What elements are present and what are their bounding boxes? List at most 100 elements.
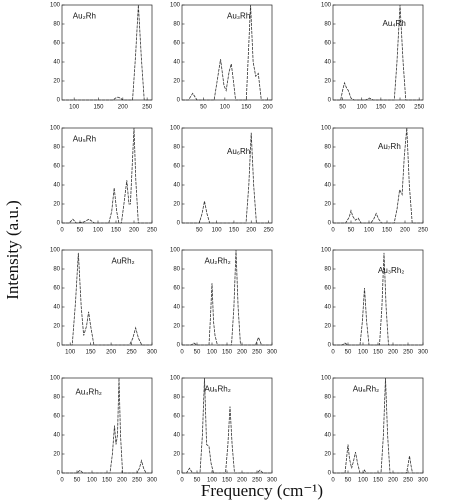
panel-title: Au₃Rh₂: [378, 266, 404, 275]
plot-frame: [332, 127, 424, 224]
x-tick-label: 100: [65, 350, 76, 356]
y-tick-label: 0: [57, 471, 61, 477]
y-tick-label: 100: [50, 248, 61, 254]
y-tick-label: 0: [57, 98, 61, 104]
x-tick-label: 100: [358, 478, 369, 484]
spectrum-line: [333, 377, 423, 474]
y-tick-label: 40: [53, 183, 60, 189]
y-axis-label: Intensity (a.u.): [3, 200, 22, 300]
y-tick-label: 80: [53, 267, 60, 273]
y-tick-label: 0: [57, 221, 61, 227]
x-tick-label: 200: [400, 228, 411, 234]
x-tick-label: 250: [252, 350, 263, 356]
y-tick-label: 40: [324, 433, 331, 439]
y-tick-label: 20: [53, 79, 60, 85]
x-tick-label: 150: [373, 350, 384, 356]
x-tick-label: 250: [147, 228, 158, 234]
y-tick-label: 0: [177, 221, 181, 227]
x-tick-label: 250: [142, 105, 153, 111]
y-tick-label: 0: [177, 343, 181, 349]
x-tick-label: 300: [267, 350, 278, 356]
y-tick-label: 20: [173, 79, 180, 85]
y-tick-label: 100: [50, 376, 61, 382]
y-tick-label: 60: [324, 164, 331, 170]
panel-title: Au₂Rh₂: [205, 257, 231, 266]
y-tick-label: 100: [321, 376, 332, 382]
spectrum-line: [62, 127, 152, 224]
x-tick-label: 200: [129, 228, 140, 234]
x-tick-label: 0: [60, 228, 64, 234]
x-tick-label: 50: [196, 228, 203, 234]
x-tick-label: 250: [264, 228, 275, 234]
x-tick-label: 200: [117, 478, 128, 484]
x-tick-label: 200: [388, 478, 399, 484]
y-tick-label: 40: [53, 60, 60, 66]
x-tick-label: 50: [345, 350, 352, 356]
y-tick-label: 20: [53, 202, 60, 208]
y-tick-label: 0: [177, 471, 181, 477]
x-tick-label: 150: [86, 350, 97, 356]
y-tick-label: 0: [177, 98, 181, 104]
y-tick-label: 80: [53, 395, 60, 401]
x-tick-label: 150: [222, 350, 233, 356]
y-tick-label: 60: [53, 164, 60, 170]
x-tick-label: 50: [345, 478, 352, 484]
x-tick-label: 50: [348, 228, 355, 234]
x-tick-label: 150: [102, 478, 113, 484]
x-tick-label: 200: [237, 478, 248, 484]
plot-frame: [332, 249, 424, 346]
x-tick-label: 50: [339, 105, 346, 111]
x-tick-label: 300: [418, 350, 429, 356]
y-tick-label: 100: [170, 248, 181, 254]
y-tick-label: 40: [173, 305, 180, 311]
y-tick-label: 80: [324, 395, 331, 401]
y-tick-label: 40: [173, 60, 180, 66]
x-tick-label: 100: [220, 105, 231, 111]
y-tick-label: 60: [53, 286, 60, 292]
spectrum-line: [182, 4, 272, 101]
y-tick-label: 80: [53, 22, 60, 28]
x-tick-label: 0: [331, 478, 335, 484]
y-tick-label: 0: [57, 343, 61, 349]
y-tick-label: 20: [53, 324, 60, 330]
plot-frame: [181, 4, 273, 101]
y-tick-label: 80: [324, 267, 331, 273]
y-tick-label: 80: [324, 145, 331, 151]
y-tick-label: 20: [324, 452, 331, 458]
x-tick-label: 100: [212, 228, 223, 234]
y-tick-label: 100: [50, 3, 61, 9]
y-tick-label: 60: [324, 286, 331, 292]
plot-frame: [332, 4, 424, 101]
panel-title: Au₃Rh: [227, 12, 250, 21]
y-tick-label: 60: [324, 41, 331, 47]
x-tick-label: 100: [357, 105, 368, 111]
x-tick-label: 150: [382, 228, 393, 234]
panel-title: Au₇Rh: [378, 142, 401, 151]
y-tick-label: 80: [324, 22, 331, 28]
y-tick-label: 100: [50, 126, 61, 132]
x-tick-label: 150: [373, 478, 384, 484]
x-tick-label: 0: [331, 350, 335, 356]
spectrum-line: [333, 252, 423, 346]
y-tick-label: 20: [324, 324, 331, 330]
x-tick-label: 0: [331, 228, 335, 234]
y-tick-label: 60: [173, 41, 180, 47]
y-tick-label: 40: [324, 183, 331, 189]
spectrum-line: [62, 252, 152, 346]
y-tick-label: 60: [173, 286, 180, 292]
y-tick-label: 60: [53, 41, 60, 47]
x-tick-label: 100: [93, 228, 104, 234]
x-tick-label: 200: [246, 228, 257, 234]
spectrum-line: [62, 4, 152, 101]
x-tick-label: 100: [207, 350, 218, 356]
y-tick-label: 40: [324, 60, 331, 66]
x-tick-label: 200: [388, 350, 399, 356]
plot-frame: [181, 127, 273, 224]
y-tick-label: 100: [170, 376, 181, 382]
y-tick-label: 20: [173, 324, 180, 330]
x-tick-label: 300: [147, 350, 158, 356]
y-tick-label: 40: [324, 305, 331, 311]
x-axis-label: Frequency (cm⁻¹): [201, 481, 323, 500]
x-tick-label: 100: [87, 478, 98, 484]
x-tick-label: 150: [376, 105, 387, 111]
